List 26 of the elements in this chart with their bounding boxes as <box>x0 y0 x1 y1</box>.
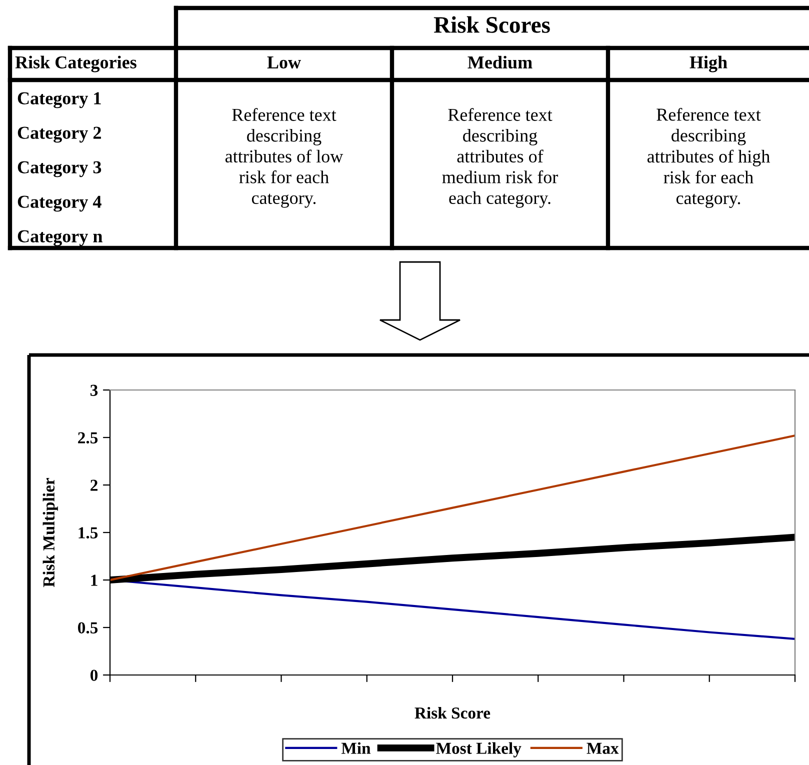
legend-label: Most Likely <box>436 742 522 758</box>
legend-label: Max <box>586 742 619 754</box>
text: Reference text describing attributes of low risk for each category. <box>225 108 344 208</box>
y-tick-label: 3 <box>90 384 98 396</box>
y-tick-label: 2 <box>90 480 98 491</box>
y-tick-label: 0 <box>90 670 98 681</box>
text: Risk Categories <box>15 56 136 72</box>
text: Category n <box>18 230 102 246</box>
text: Category 3 <box>18 161 102 178</box>
text: Medium <box>468 56 532 69</box>
y-tick-label: 2.5 <box>78 432 98 444</box>
y-tick-label: 1 <box>91 574 98 586</box>
y-axis-title: Risk Multiplier <box>42 478 58 588</box>
text: Category 2 <box>18 126 101 143</box>
text: Low <box>267 56 301 69</box>
line-series <box>110 434 795 582</box>
text: High <box>690 56 728 72</box>
x-axis-title: Risk Score <box>414 706 490 719</box>
text: Risk Scores <box>434 16 550 33</box>
text: Category 4 <box>18 196 102 212</box>
y-tick-label: 0.5 <box>78 622 98 634</box>
text: Reference text describing attributes of high risk for each category. <box>647 108 770 208</box>
text: Reference text describing attributes of medium risk for each category. <box>442 108 558 208</box>
y-tick-label: 1.5 <box>78 527 98 539</box>
legend-label: Min <box>341 742 371 754</box>
text: Category 1 <box>18 92 101 108</box>
